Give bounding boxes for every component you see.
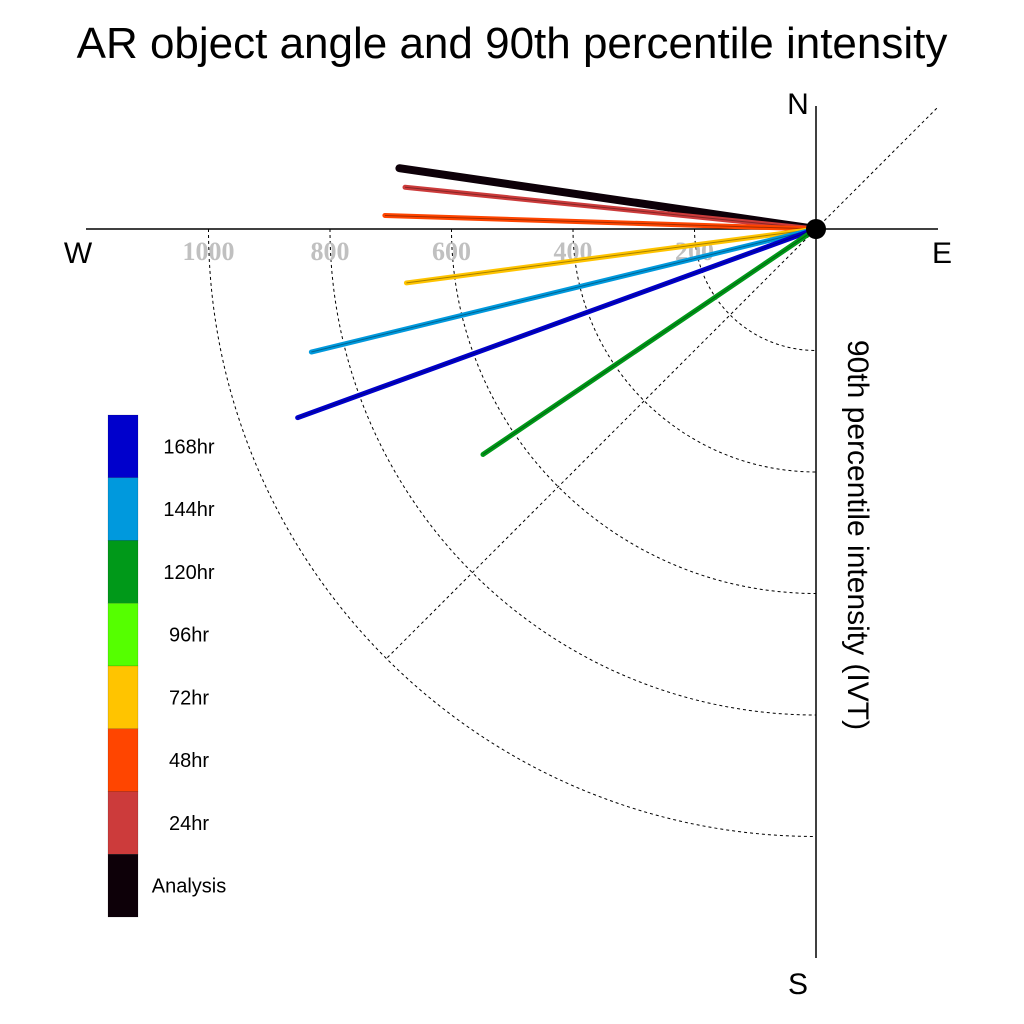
grid-arc-200 (694, 228, 817, 351)
grid-diagonal (386, 107, 938, 659)
legend: 168hr 144hr 120hr 96hr 72hr 48hr 24hr Analysis (107, 414, 226, 918)
tick-label-800: 800 (311, 237, 350, 266)
legend-swatch-144hr (107, 477, 139, 541)
legend-swatch-48hr (107, 728, 139, 792)
legend-swatch-168hr (107, 414, 139, 478)
east-label: E (932, 237, 952, 270)
legend-label-168hr: 168hr (163, 436, 214, 458)
legend-swatch-24hr (107, 791, 139, 855)
series-line-168hr (295, 226, 819, 421)
series-line-core-72hr (406, 228, 817, 284)
series-line-analysis (395, 164, 820, 233)
chart-title: AR object angle and 90th percentile inte… (77, 19, 948, 68)
series-line-core-144hr (311, 228, 817, 353)
west-label: W (64, 237, 93, 270)
legend-label-120hr: 120hr (163, 562, 214, 584)
grid-arc-1000 (208, 228, 817, 837)
grid-arc-400 (572, 228, 817, 473)
series-line-core-168hr (297, 228, 817, 419)
legend-label-48hr: 48hr (169, 750, 209, 772)
series-line-48hr (382, 212, 819, 232)
series-line-72hr (403, 226, 819, 286)
legend-label-24hr: 24hr (169, 813, 209, 835)
legend-label-analysis: Analysis (152, 876, 226, 898)
tick-label-600: 600 (432, 237, 471, 266)
legend-label-96hr: 96hr (169, 625, 209, 647)
legend-label-72hr: 72hr (169, 687, 209, 709)
north-label: N (787, 88, 809, 121)
series-line-144hr (308, 226, 819, 355)
tick-label-1000: 1000 (183, 237, 235, 266)
series-line-24hr (402, 184, 819, 232)
south-label: S (788, 968, 808, 1001)
series-line-120hr (480, 226, 819, 457)
series-line-core-24hr (404, 186, 817, 230)
legend-swatch-120hr (107, 540, 139, 604)
series-line-core-48hr (384, 214, 817, 230)
series-layer (295, 164, 820, 457)
y-axis-label: 90th percentile intensity (IVT) (841, 340, 874, 730)
legend-swatch-72hr (107, 665, 139, 729)
legend-swatch-96hr (107, 603, 139, 667)
series-line-core-120hr (482, 228, 817, 455)
legend-swatch-analysis (107, 854, 139, 918)
legend-label-144hr: 144hr (163, 499, 214, 521)
origin-point (806, 219, 826, 239)
grid-layer (208, 107, 938, 837)
